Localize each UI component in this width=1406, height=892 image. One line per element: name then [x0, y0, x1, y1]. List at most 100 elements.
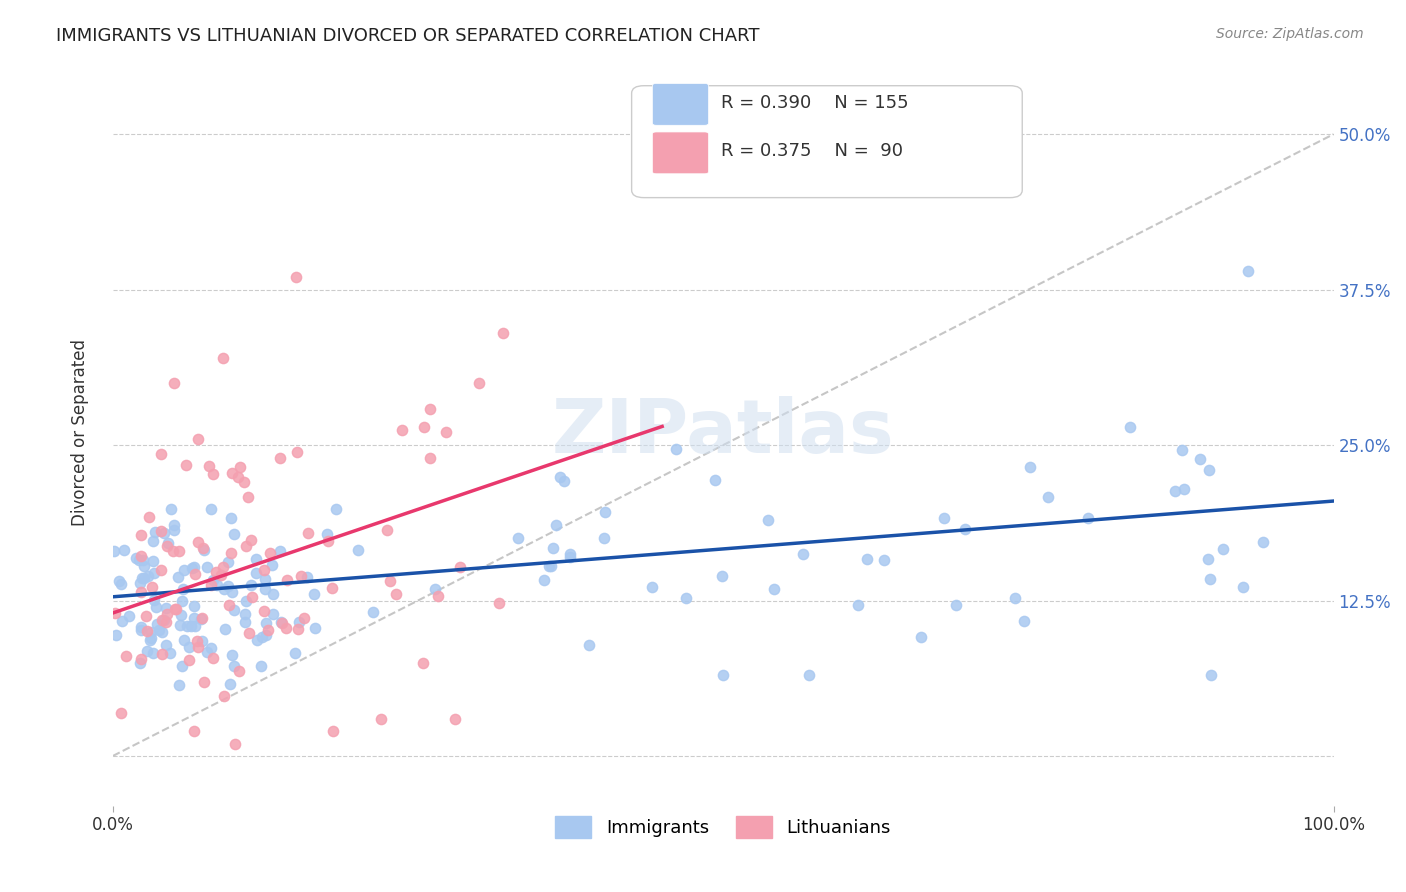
Point: [131, 584, 153, 599]
Point: [132, 553, 155, 567]
Point: [426, 589, 449, 603]
Point: [159, 646, 181, 660]
Point: [548, 470, 571, 484]
Point: [163, 602, 186, 616]
Point: [322, 724, 344, 739]
Point: [172, 582, 194, 596]
Point: [593, 532, 616, 546]
Point: [1251, 534, 1274, 549]
Point: [254, 573, 277, 587]
Point: [170, 593, 193, 607]
Point: [228, 470, 250, 484]
Point: [1237, 264, 1260, 278]
Point: [295, 570, 318, 584]
Point: [370, 712, 392, 726]
Point: [202, 467, 225, 481]
Point: [419, 450, 441, 465]
Point: [224, 737, 246, 751]
Point: [1199, 572, 1222, 586]
Point: [180, 619, 202, 633]
Point: [155, 638, 177, 652]
Point: [253, 604, 276, 618]
Point: [240, 578, 263, 592]
Point: [434, 425, 457, 439]
Point: [143, 524, 166, 539]
Point: [143, 566, 166, 580]
Point: [492, 326, 515, 341]
Point: [176, 619, 198, 633]
Point: [209, 568, 232, 582]
Point: [1119, 420, 1142, 434]
Point: [111, 614, 134, 628]
Point: [155, 601, 177, 615]
Point: [538, 558, 561, 573]
Point: [131, 570, 153, 584]
Point: [284, 646, 307, 660]
FancyBboxPatch shape: [652, 84, 709, 125]
Point: [183, 560, 205, 574]
Point: [165, 602, 187, 616]
Point: [115, 648, 138, 663]
Point: [423, 582, 446, 596]
Point: [450, 559, 472, 574]
Point: [200, 640, 222, 655]
Point: [172, 659, 194, 673]
Point: [167, 544, 190, 558]
Text: R = 0.390    N = 155: R = 0.390 N = 155: [721, 94, 908, 112]
Point: [934, 511, 956, 525]
Point: [488, 596, 510, 610]
Point: [287, 622, 309, 636]
Point: [270, 615, 292, 629]
Point: [128, 576, 150, 591]
Point: [710, 569, 733, 583]
Point: [103, 544, 125, 558]
Point: [186, 433, 208, 447]
Point: [1036, 490, 1059, 504]
Point: [212, 582, 235, 596]
Point: [163, 523, 186, 537]
Point: [214, 689, 236, 703]
Point: [304, 587, 326, 601]
Point: [150, 613, 173, 627]
Text: ZIPatlas: ZIPatlas: [553, 396, 894, 469]
Point: [200, 578, 222, 592]
Point: [250, 659, 273, 673]
Point: [254, 582, 277, 596]
Point: [269, 544, 291, 558]
Point: [221, 546, 243, 560]
Point: [162, 544, 184, 558]
Point: [181, 561, 204, 575]
Point: [163, 518, 186, 533]
Point: [221, 648, 243, 662]
Point: [173, 632, 195, 647]
Point: [150, 648, 173, 662]
Point: [201, 573, 224, 587]
Point: [543, 541, 565, 555]
Point: [276, 621, 298, 635]
Point: [233, 607, 256, 622]
Point: [284, 270, 307, 285]
Point: [419, 401, 441, 416]
Point: [1198, 462, 1220, 476]
Point: [152, 624, 174, 639]
Point: [1189, 451, 1212, 466]
Point: [262, 607, 284, 621]
Point: [129, 528, 152, 542]
Point: [198, 458, 221, 473]
Point: [955, 522, 977, 536]
Point: [797, 668, 820, 682]
Point: [254, 616, 277, 631]
Point: [141, 625, 163, 640]
Point: [321, 581, 343, 595]
Point: [544, 517, 567, 532]
Point: [856, 552, 879, 566]
Point: [128, 553, 150, 567]
Point: [232, 475, 254, 489]
Point: [259, 546, 281, 560]
Point: [131, 623, 153, 637]
Point: [239, 533, 262, 548]
Point: [155, 615, 177, 629]
Point: [711, 668, 734, 682]
Point: [205, 578, 228, 592]
Point: [578, 638, 600, 652]
